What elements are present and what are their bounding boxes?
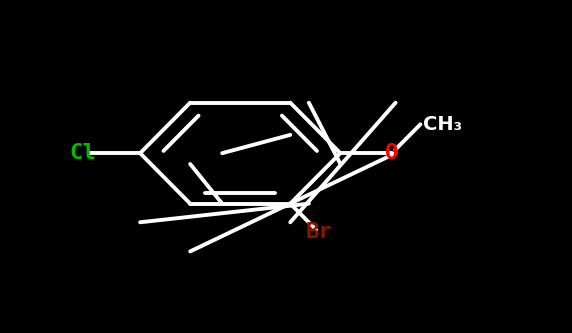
Text: O: O bbox=[385, 143, 399, 163]
Text: CH₃: CH₃ bbox=[423, 115, 462, 134]
Text: Br: Br bbox=[305, 222, 332, 242]
Text: Cl: Cl bbox=[70, 143, 96, 163]
